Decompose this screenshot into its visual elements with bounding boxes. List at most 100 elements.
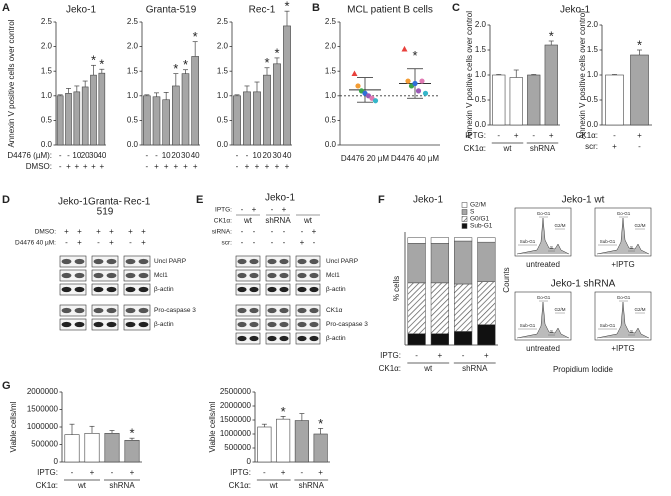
- bar: [273, 63, 281, 146]
- lane-title: 519: [97, 207, 114, 218]
- bar: [233, 95, 241, 146]
- y-tick-label: 1.0: [127, 91, 139, 100]
- bar: [313, 433, 328, 463]
- histogram: [516, 217, 570, 255]
- bar-segment: [407, 243, 426, 284]
- significance-star: *: [183, 57, 188, 72]
- y-tick-label: 2.0: [127, 42, 139, 51]
- y-tick-label: 0.0: [475, 120, 487, 129]
- legend-label: S: [470, 209, 475, 216]
- x-tick-label: +: [612, 142, 617, 151]
- significance-star: *: [99, 57, 104, 72]
- band-label: β-actin: [326, 335, 346, 342]
- legend-label: G0/G1: [470, 216, 490, 223]
- lane-sign: -: [253, 227, 256, 236]
- y-axis-label: Viable cells/ml: [208, 401, 217, 452]
- y-tick-label: 1.5: [475, 45, 487, 54]
- blot-band: [138, 258, 149, 265]
- blot-frame: [265, 318, 291, 331]
- y-tick-label: 0.5: [41, 116, 53, 125]
- x-tick-label: +: [275, 162, 280, 171]
- blot-band: [93, 307, 104, 314]
- bar: [605, 74, 624, 126]
- lane-sign: -: [241, 227, 244, 236]
- lane-sign: -: [301, 227, 304, 236]
- bar-segment: [454, 283, 473, 332]
- x-tick-label: +: [318, 468, 323, 477]
- bar: [276, 418, 291, 463]
- blot-band: [61, 286, 72, 293]
- x-tick-label: +: [514, 131, 519, 140]
- x-tick-label: +: [173, 162, 178, 171]
- gate-label: G2/M: [554, 223, 565, 228]
- y-tick-label: 1500000: [27, 405, 59, 414]
- y-tick-label: 2.5: [325, 17, 337, 26]
- lane-sign: +: [300, 238, 305, 247]
- x-tick-label: -: [155, 151, 158, 160]
- lane-sign: -: [283, 227, 286, 236]
- blot-frame: [91, 283, 119, 296]
- group-label: wt: [269, 481, 279, 490]
- band-label: β-actin: [154, 286, 174, 293]
- lane-sign: +: [282, 205, 287, 214]
- blot-band: [138, 321, 149, 328]
- bar: [544, 44, 558, 126]
- blot-frame: [59, 269, 87, 282]
- blot-band: [74, 258, 85, 265]
- group-row-label: CK1α:: [229, 481, 251, 490]
- bar: [124, 439, 140, 463]
- y-tick-label: 2.5: [41, 17, 53, 26]
- significance-star: *: [318, 416, 323, 431]
- y-tick-label: 0.5: [127, 116, 139, 125]
- blot-band: [74, 307, 85, 314]
- x-tick-label: +: [484, 351, 489, 360]
- blot-frame: [265, 269, 291, 282]
- gate-label: Go-G1: [617, 211, 631, 216]
- blot-frame: [235, 255, 261, 268]
- x-tick-label: -: [236, 162, 239, 171]
- blot-band: [125, 272, 136, 279]
- blot-frame: [235, 269, 261, 282]
- group-label: wt: [423, 364, 433, 373]
- lane-sign: -: [97, 238, 100, 247]
- blot-band: [249, 321, 259, 328]
- blot-band: [309, 272, 319, 279]
- gate-label: S: [550, 329, 553, 334]
- bar-segment: [430, 333, 449, 346]
- blot-band: [309, 286, 319, 293]
- group-label: shRNA: [265, 216, 291, 225]
- x-tick-label: D4476 40 µM: [391, 154, 440, 163]
- x-tick-label: -: [638, 142, 641, 151]
- x-tick-label: +: [183, 162, 188, 171]
- panel-label: F: [378, 194, 385, 206]
- blot-band: [297, 307, 307, 314]
- group-label: wt: [303, 216, 313, 225]
- gate-label: S: [630, 329, 633, 334]
- band-label: Pro-caspase 3: [326, 321, 368, 328]
- x-tick-label: +: [438, 351, 443, 360]
- y-tick-label: 0.0: [127, 140, 139, 149]
- bar-segment: [430, 237, 449, 244]
- x-tick-label: +: [265, 162, 270, 171]
- blot-band: [267, 321, 277, 328]
- blot-band: [279, 286, 289, 293]
- y-tick-label: 0.0: [41, 140, 53, 149]
- legend-swatch: [461, 209, 468, 215]
- gate-label: Go-G1: [537, 295, 551, 300]
- y-tick-label: 2.0: [41, 42, 53, 51]
- chart-title: Rec-1: [249, 5, 276, 16]
- lane-sign: -: [271, 227, 274, 236]
- bar: [492, 74, 506, 126]
- bar-segment: [407, 333, 426, 346]
- bar: [509, 77, 523, 126]
- group-label: shRNA: [530, 144, 556, 153]
- x-row-label: IPTG:: [230, 468, 251, 477]
- x-tick-label: +: [285, 162, 290, 171]
- y-tick-label: 1500000: [220, 415, 252, 424]
- point: [355, 83, 361, 89]
- lane-sign: -: [241, 238, 244, 247]
- blot-frame: [59, 318, 87, 331]
- bar: [152, 96, 161, 146]
- blot-band: [249, 272, 259, 279]
- bar: [630, 54, 649, 126]
